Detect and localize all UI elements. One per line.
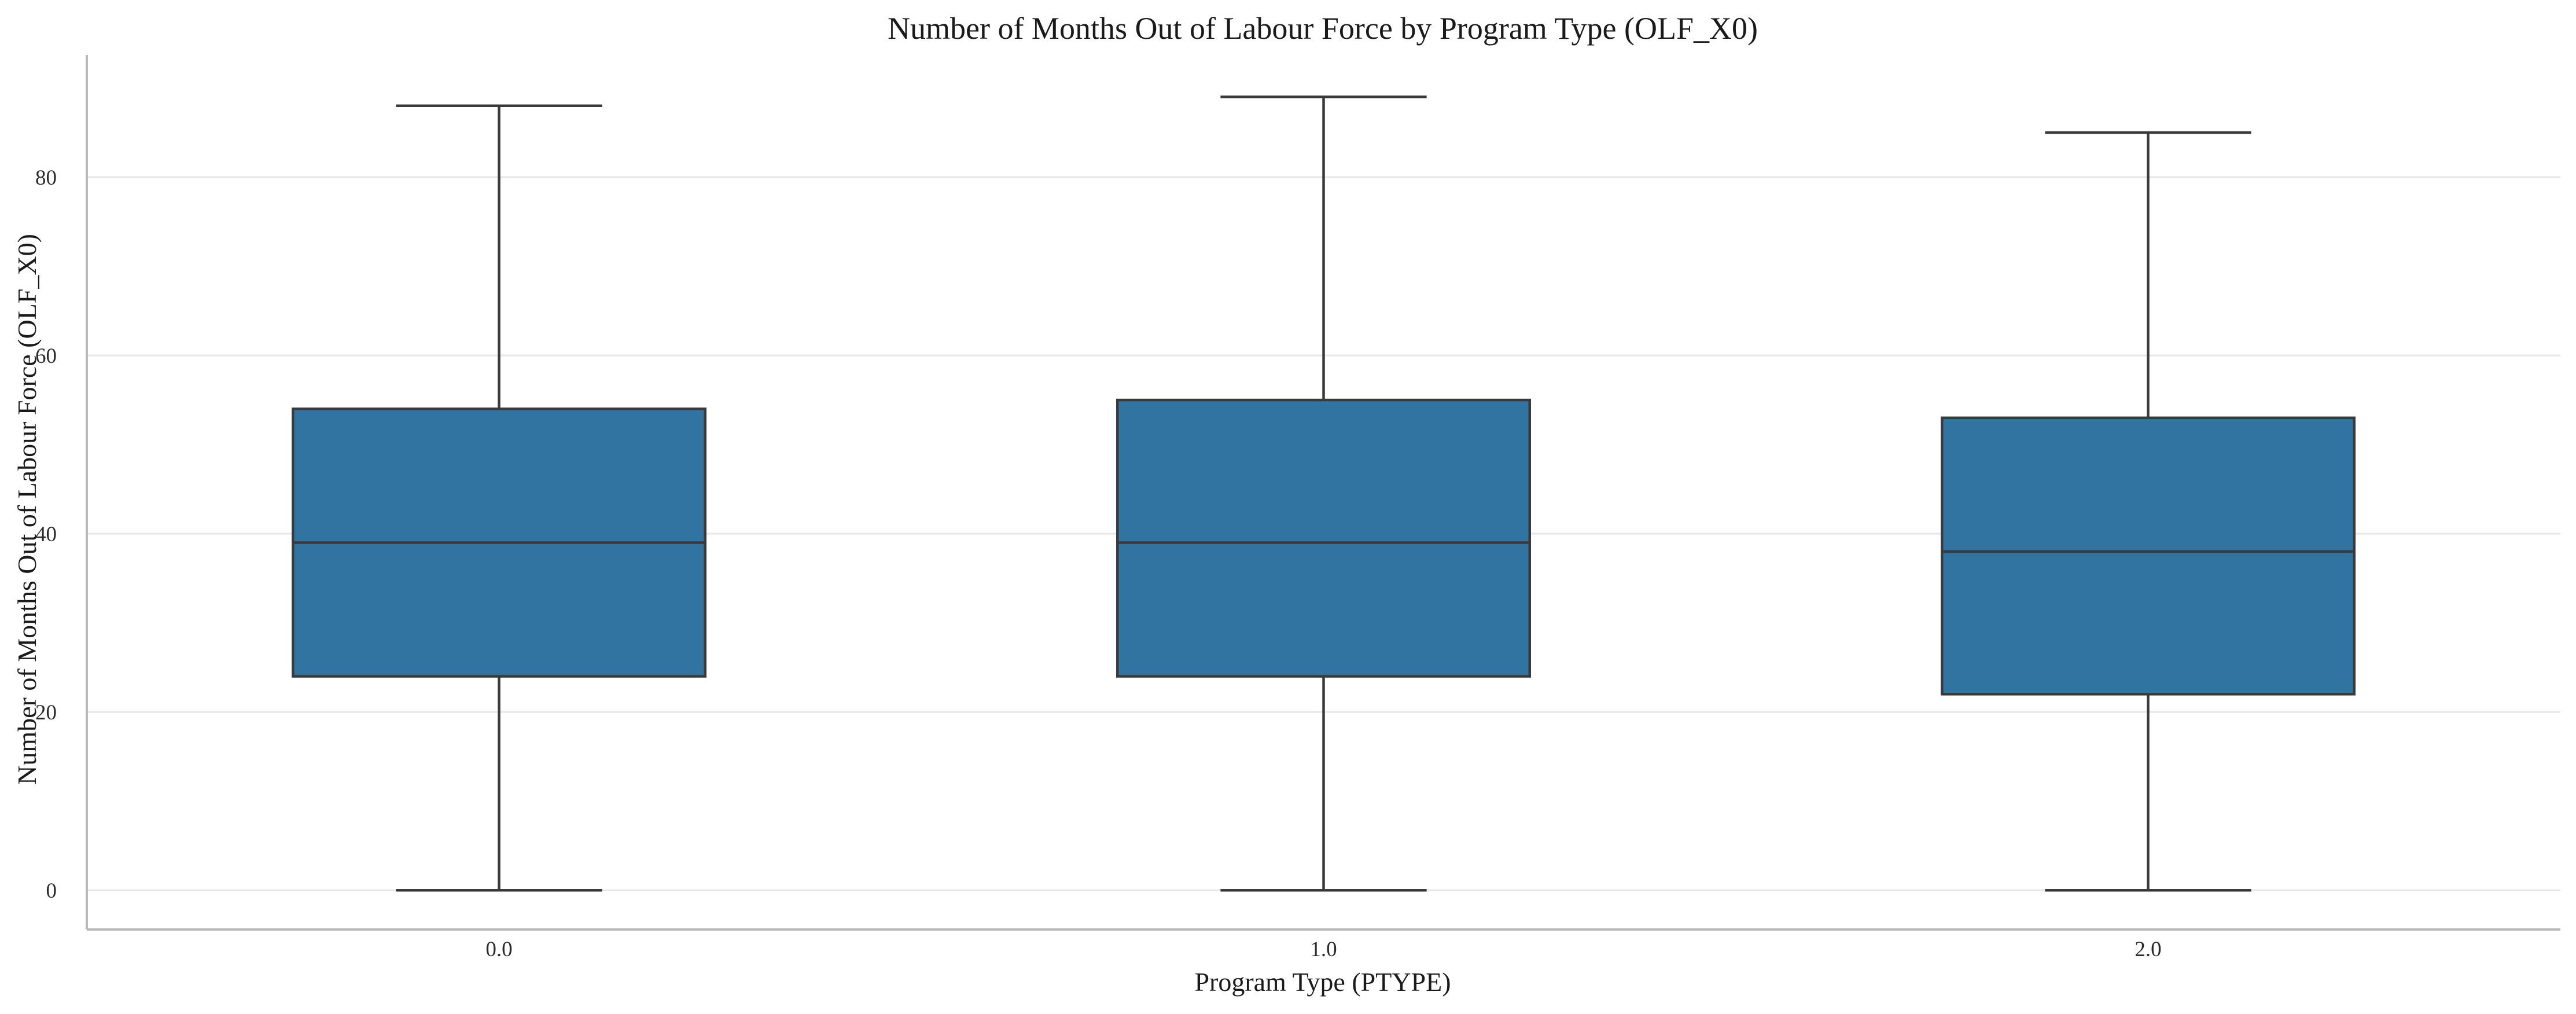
x-tick-label: 1.0 [1310,938,1337,961]
boxes [292,95,2356,892]
x-tick-labels: 0.0 1.0 2.0 [485,938,2161,961]
box-group [1941,131,2356,892]
axes [86,55,2560,931]
iqr-box [1116,398,1531,678]
y-tick-label: 60 [35,344,57,368]
box-group [292,104,706,892]
y-axis-label: Number of Months Out of Labour Force (OL… [12,234,42,785]
y-tick-label: 20 [35,701,57,725]
x-tick-label: 0.0 [485,938,512,961]
y-tick-label: 80 [35,166,57,190]
box-group [1116,95,1531,892]
y-tick-label: 40 [35,523,57,546]
iqr-box [1941,416,2356,696]
x-tick-label: 2.0 [2135,938,2161,961]
y-tick-label: 0 [46,879,57,903]
y-tick-labels: 0 20 40 60 80 [35,166,57,903]
x-axis-label: Program Type (PTYPE) [1194,967,1451,997]
chart-title: Number of Months Out of Labour Force by … [888,11,1758,46]
